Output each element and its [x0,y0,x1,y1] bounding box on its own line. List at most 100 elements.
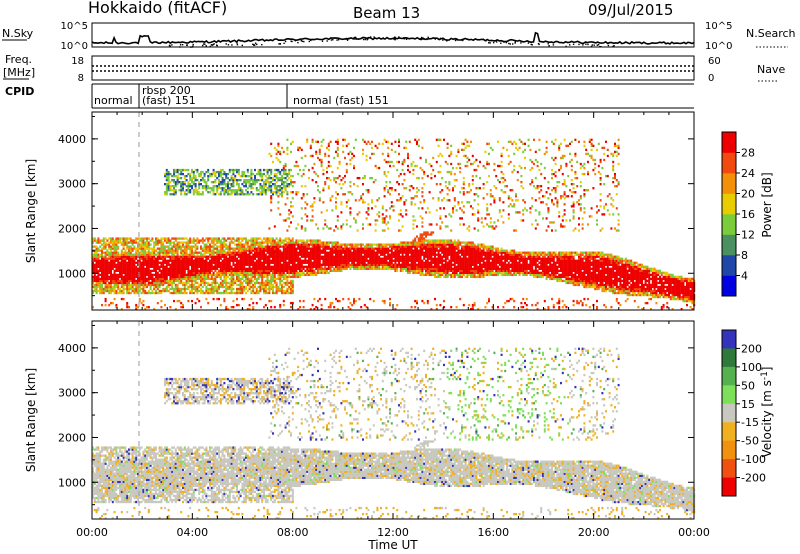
cell [101,248,103,250]
cell [182,181,184,183]
cell [191,181,193,183]
cell [132,243,134,245]
cell [249,272,251,274]
cell [204,282,206,284]
cell [234,243,236,245]
cell [250,282,252,284]
cell [205,245,207,247]
cell [231,282,233,284]
cell [222,245,224,247]
cell [193,268,195,270]
cell [254,179,256,181]
cell [276,245,278,247]
cell [202,248,204,250]
cell [231,248,233,250]
cell [205,270,207,272]
cell [123,241,125,243]
cell [166,185,168,187]
cell [178,280,180,282]
cell [261,262,263,264]
cell [182,278,184,280]
cell [247,169,249,171]
cell [175,258,177,260]
cell [249,260,251,262]
cell [187,181,189,183]
cell [119,288,121,290]
cell [164,256,166,258]
cell [146,252,148,254]
cell [274,187,276,189]
cell [103,278,105,280]
cell [276,181,278,183]
cell [277,278,279,280]
cell [225,258,227,260]
cell [168,274,170,276]
cell [105,276,107,278]
cell [232,284,234,286]
cell [159,270,161,272]
cell [160,276,162,278]
cell [211,268,213,270]
cell [279,280,281,282]
cell [279,151,281,153]
cell [144,272,146,274]
cell [101,292,103,294]
cell [135,270,137,272]
cell [153,241,155,243]
cell [135,268,137,270]
cell [139,300,141,302]
cell [196,282,198,284]
cell [187,185,189,187]
cell [274,169,276,171]
cell [270,256,272,258]
cell [213,239,215,241]
cell [124,256,126,258]
cell [265,193,267,195]
cell [200,270,202,272]
cpid-seg-3-label: normal (fast) 151 [293,94,389,107]
cell [279,193,281,195]
cell [200,282,202,284]
cell [187,248,189,250]
cell [204,262,206,264]
nsky-point [426,39,427,40]
cell [169,268,171,270]
cell [216,290,218,292]
cell [198,252,200,254]
nsky-trace [92,33,694,44]
cell [150,262,152,264]
cell [166,266,168,268]
cell [254,239,256,241]
cell [229,266,231,268]
cell [193,245,195,247]
cell [238,288,240,290]
cell [150,284,152,286]
cell [223,282,225,284]
cell [231,239,233,241]
cell [216,245,218,247]
nsky-point [355,38,356,39]
cell [249,278,251,280]
cell [241,239,243,241]
cell [184,290,186,292]
cell [133,268,135,270]
cell [283,165,285,167]
cell [277,191,279,193]
cell [121,290,123,292]
cell [279,258,281,260]
cell [195,270,197,272]
cell [103,274,105,276]
cell [236,252,238,254]
cell [133,272,135,274]
cell [234,268,236,270]
cell [150,248,152,250]
cell [101,268,103,270]
cell [245,278,247,280]
cell [220,284,222,286]
nsky-point [597,45,598,46]
cell [272,274,274,276]
cell [243,260,245,262]
cell [150,286,152,288]
cell [200,248,202,250]
cell [243,173,245,175]
